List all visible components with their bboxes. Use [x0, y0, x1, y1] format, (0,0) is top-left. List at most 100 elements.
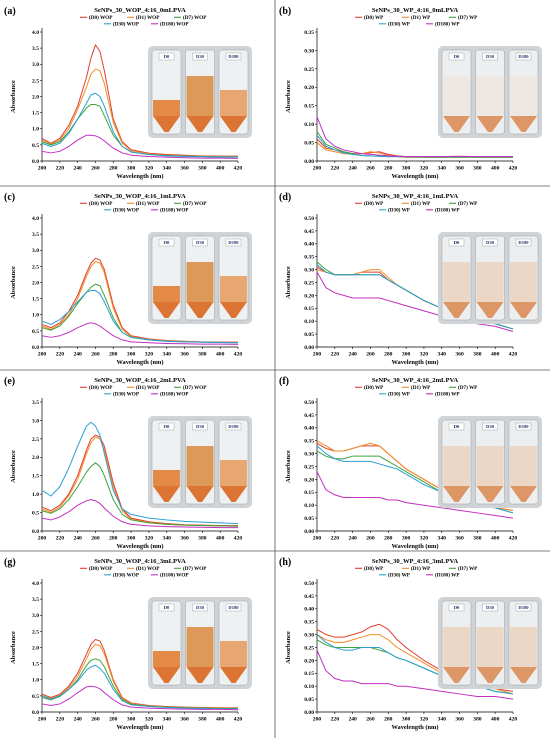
y-tick-label: 0.50 [304, 581, 314, 587]
legend-label-0: (D0) WP [364, 200, 384, 207]
vial-liquid [443, 627, 470, 667]
legend: (D0) WOP (D1) WOP (D7) WOP (D30) WOP (D180) … [80, 565, 207, 579]
y-tick-label: 0.30 [304, 268, 314, 274]
y-tick-label: 3.5 [32, 400, 39, 406]
legend-label-1: (D1) WOP [136, 565, 160, 572]
x-tick-label: 340 [163, 536, 172, 542]
vial-photo-group: D0 D30 D180 [148, 46, 252, 138]
vial-2: D180 [218, 419, 249, 505]
series-line-3 [41, 664, 238, 710]
vial-0: D0 [151, 235, 182, 321]
x-tick-label: 360 [180, 352, 189, 358]
chart-panel-7: (h) SeNPs_30_WP_4:16_3mLPVA(D0) WP (D1) WP… [279, 557, 542, 731]
vial-0: D0 [441, 235, 472, 321]
vial-label: D30 [196, 54, 205, 59]
vial-0: D0 [441, 600, 472, 686]
series-line-2 [41, 462, 239, 527]
x-tick-label: 360 [455, 166, 464, 172]
legend-label-4: (D180) WOP [160, 572, 189, 579]
vial-cone [220, 486, 247, 502]
vial-2: D180 [218, 600, 249, 686]
vial-cone [220, 302, 247, 318]
vial-1: D30 [475, 600, 505, 686]
panel-label: (c) [4, 192, 15, 203]
y-tick-label: 0.50 [304, 216, 314, 222]
y-tick-label: 2.0 [32, 280, 39, 286]
y-tick-label: 0.20 [304, 85, 314, 91]
vial-label-sticker [515, 238, 532, 247]
vial-label-sticker [225, 52, 242, 61]
vial-label: D180 [228, 54, 239, 59]
legend-label-3: (D30) WP [388, 207, 411, 214]
x-tick-label: 200 [38, 166, 47, 172]
vial-cone [153, 116, 180, 132]
y-tick-label: 0.35 [304, 255, 314, 261]
x-tick-label: 380 [473, 536, 482, 542]
y-tick-label: 0.05 [304, 332, 314, 338]
x-tick-label: 300 [402, 166, 411, 172]
x-tick-label: 340 [163, 352, 172, 358]
vial-label-sticker [158, 603, 175, 612]
vial-label: D180 [228, 240, 239, 245]
y-tick-label: 0.25 [304, 67, 314, 73]
vial-liquid [220, 460, 247, 486]
y-tick-label: 3.5 [32, 597, 39, 603]
y-tick-label: 3.5 [32, 46, 39, 52]
y-tick-label: 0.30 [304, 633, 314, 639]
y-axis-label: Absorbance [285, 631, 292, 664]
legend-label-2: (D7) WOP [183, 200, 207, 207]
vial-label: D30 [486, 240, 495, 245]
x-tick-label: 200 [38, 352, 47, 358]
x-tick-label: 420 [234, 352, 243, 358]
y-tick-label: 0.25 [304, 280, 314, 286]
vial-cone [510, 667, 537, 683]
y-axis-label: Absorbance [10, 450, 17, 483]
vial-label: D30 [196, 240, 205, 245]
vial-label: D0 [164, 240, 170, 245]
y-tick-label: 0.00 [304, 529, 314, 535]
vial-label: D0 [164, 605, 170, 610]
x-tick-label: 220 [56, 166, 65, 172]
vial-2: D180 [508, 235, 539, 321]
chart-title: SeNPs_30_WOP_4:16_3mLPVA [94, 558, 186, 565]
x-tick-label: 340 [438, 166, 447, 172]
vial-liquid [153, 470, 180, 486]
vial-cone [186, 116, 214, 132]
y-tick-label: 1.5 [32, 662, 39, 668]
y-tick-label: 0.10 [304, 503, 314, 509]
vial-label-sticker [225, 238, 242, 247]
vial-0: D0 [151, 419, 182, 505]
y-tick-label: 2.0 [32, 455, 39, 461]
series-line-4 [41, 499, 238, 529]
legend: (D0) WP (D1) WP (D7) WP (D30) WP (D180) WP [355, 200, 478, 214]
vial-liquid [186, 627, 214, 667]
vial-cone [220, 116, 247, 132]
vial-label: D180 [518, 54, 529, 59]
legend-label-0: (D0) WOP [89, 565, 113, 572]
legend-label-1: (D1) WP [411, 200, 431, 207]
x-tick-label: 380 [473, 352, 482, 358]
x-tick-label: 340 [438, 717, 447, 723]
x-tick-label: 340 [163, 717, 172, 723]
x-tick-label: 200 [313, 717, 322, 723]
vial-label-sticker [192, 52, 208, 61]
y-tick-label: 1.5 [32, 474, 39, 480]
vial-liquid [510, 76, 537, 116]
legend-label-2: (D7) WOP [183, 565, 207, 572]
vial-cone [510, 116, 537, 132]
x-tick-label: 260 [91, 352, 100, 358]
x-tick-label: 380 [473, 166, 482, 172]
vial-cone [186, 667, 214, 683]
y-tick-label: 4.0 [32, 216, 39, 222]
legend: (D0) WP (D1) WP (D7) WP (D30) WP (D180) WP [355, 565, 478, 579]
x-axis-label: Wavelength (nm) [116, 724, 163, 731]
x-tick-label: 220 [56, 352, 65, 358]
x-tick-label: 260 [366, 536, 375, 542]
y-tick-label: 0.00 [304, 345, 314, 351]
x-tick-label: 260 [366, 352, 375, 358]
y-axis-label: Absorbance [285, 450, 292, 483]
vial-liquid [443, 262, 470, 302]
series-line-3 [41, 92, 238, 158]
x-tick-label: 400 [491, 536, 500, 542]
